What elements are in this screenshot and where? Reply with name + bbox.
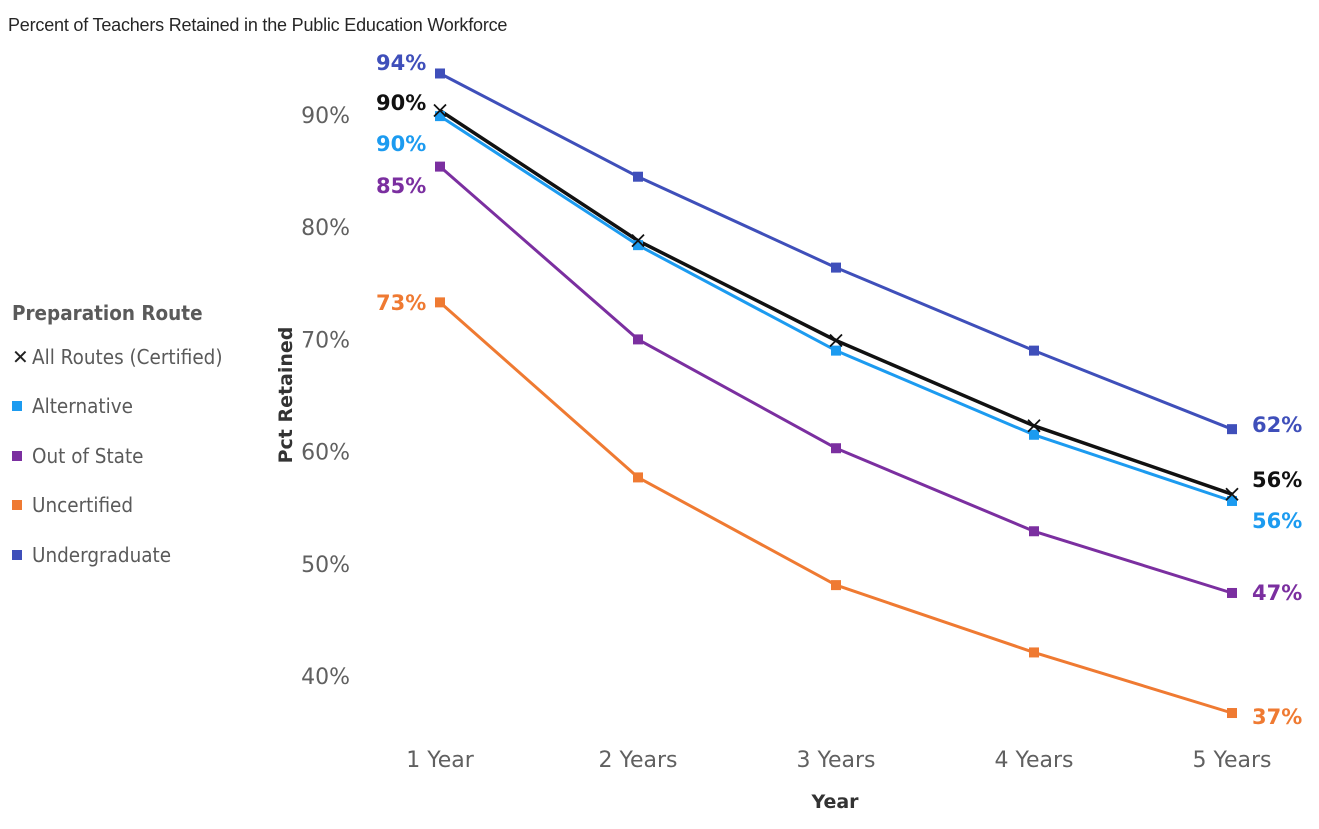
legend-item: Uncertified bbox=[12, 481, 282, 531]
legend-item: ✕ All Routes (Certified) bbox=[12, 332, 282, 382]
data-point-marker bbox=[831, 580, 841, 591]
legend-title: Preparation Route bbox=[12, 301, 203, 325]
data-label-start: 90% bbox=[376, 132, 426, 156]
x-tick-label: 5 Years bbox=[1192, 748, 1271, 773]
data-label-start: 90% bbox=[376, 91, 426, 115]
y-tick-label: 40% bbox=[301, 665, 350, 690]
legend-label: Uncertified bbox=[32, 493, 134, 518]
legend-item: Undergraduate bbox=[12, 530, 282, 580]
data-point-marker bbox=[1227, 708, 1237, 719]
data-label-end: 56% bbox=[1252, 468, 1302, 492]
square-marker-icon bbox=[12, 401, 22, 412]
data-point-marker bbox=[1029, 647, 1039, 658]
series-line-undergraduate bbox=[439, 72, 1233, 431]
data-point-x-marker bbox=[1027, 419, 1041, 433]
y-tick-label: 80% bbox=[301, 216, 350, 241]
y-tick-label: 70% bbox=[301, 328, 350, 353]
data-point-marker bbox=[831, 443, 841, 454]
x-axis-title: Year bbox=[810, 791, 859, 813]
series-line-uncertified bbox=[439, 301, 1233, 715]
data-point-marker bbox=[435, 297, 445, 308]
x-tick-label: 1 Year bbox=[406, 748, 475, 773]
y-tick-label: 90% bbox=[301, 104, 350, 129]
x-tick-label: 4 Years bbox=[994, 748, 1073, 773]
chart-title: Percent of Teachers Retained in the Publ… bbox=[8, 15, 508, 35]
square-marker-icon bbox=[12, 450, 22, 461]
x-tick-label: 3 Years bbox=[796, 748, 875, 773]
data-point-marker bbox=[633, 171, 643, 182]
data-point-marker bbox=[633, 240, 643, 251]
data-point-marker bbox=[831, 345, 841, 356]
legend-label: Undergraduate bbox=[32, 542, 172, 567]
legend: Preparation Route ✕ All Routes (Certified… bbox=[12, 296, 282, 580]
data-point-x-marker bbox=[1225, 487, 1239, 501]
data-point-marker bbox=[435, 111, 445, 122]
legend-item: Alternative bbox=[12, 382, 282, 432]
data-label-start: 85% bbox=[376, 174, 426, 198]
x-marker-icon: ✕ bbox=[12, 344, 29, 369]
y-axis-ticks: 40% 50% 60% 70% 80% 90% bbox=[301, 104, 350, 690]
data-label-end: 47% bbox=[1252, 581, 1302, 605]
data-point-marker bbox=[1227, 587, 1237, 598]
legend-item: Out of State bbox=[12, 431, 282, 481]
data-point-marker bbox=[633, 334, 643, 345]
data-label-start: 73% bbox=[376, 291, 426, 315]
legend-label: Out of State bbox=[32, 443, 144, 468]
data-point-x-marker bbox=[829, 333, 843, 348]
data-point-marker bbox=[435, 68, 445, 79]
data-point-x-marker bbox=[631, 234, 645, 248]
data-point-marker bbox=[1029, 526, 1039, 537]
x-axis-ticks: 1 Year 2 Years 3 Years 4 Years 5 Years bbox=[406, 748, 1271, 773]
data-point-marker bbox=[435, 161, 445, 172]
data-point-marker bbox=[1227, 424, 1237, 435]
legend-label: All Routes (Certified) bbox=[32, 344, 223, 369]
data-label-end: 37% bbox=[1252, 705, 1302, 729]
y-tick-label: 60% bbox=[301, 441, 350, 466]
data-label-end: 62% bbox=[1252, 413, 1302, 437]
data-point-marker bbox=[831, 262, 841, 273]
data-labels: 90% 56% 90% 56% 85% 47% 73% 37% 94% 62% bbox=[376, 51, 1302, 729]
data-point-marker bbox=[633, 472, 643, 483]
data-point-marker bbox=[1029, 429, 1039, 440]
series-markers bbox=[433, 68, 1239, 719]
series-lines bbox=[439, 72, 1233, 715]
square-marker-icon bbox=[12, 500, 22, 511]
data-label-end: 56% bbox=[1252, 509, 1302, 533]
series-line-all-routes-certified bbox=[439, 109, 1233, 496]
data-point-marker bbox=[1029, 345, 1039, 356]
data-point-x-marker bbox=[433, 103, 447, 118]
data-label-start: 94% bbox=[376, 51, 426, 75]
legend-label: Alternative bbox=[32, 394, 133, 419]
y-axis-title: Pct Retained bbox=[275, 327, 297, 464]
square-marker-icon bbox=[12, 549, 22, 560]
y-tick-label: 50% bbox=[301, 553, 350, 578]
data-point-marker bbox=[1227, 495, 1237, 506]
x-tick-label: 2 Years bbox=[598, 748, 677, 773]
series-line-out-of-state bbox=[439, 165, 1233, 595]
